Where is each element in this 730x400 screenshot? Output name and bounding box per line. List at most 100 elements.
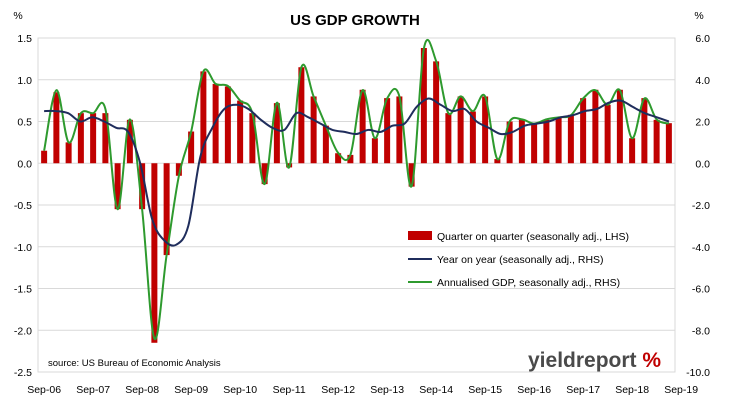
qoq-bar [629,138,636,164]
brand-logo: yieldreport % [528,349,661,372]
qoq-bar [616,89,623,164]
x-tick-label: Sep-16 [517,384,551,396]
qoq-bar [298,67,305,164]
qoq-bar [200,71,207,164]
qoq-bar [151,163,158,343]
gridlines [37,37,676,373]
qoq-bar [543,119,550,164]
qoq-bar [592,89,599,164]
x-tick-label: Sep-17 [566,384,600,396]
qoq-bar [653,119,660,164]
left-axis-unit: % [13,10,22,22]
qoq-bar [41,150,48,164]
left-tick-label: -2.5 [14,367,32,379]
qoq-bar [359,89,366,164]
qoq-bar [494,159,501,164]
qoq-bar [261,163,268,185]
x-tick-label: Sep-13 [370,384,404,396]
qoq-bar [77,113,84,164]
legend-label-annualised: Annualised GDP, seasonally adj., RHS) [437,277,620,289]
left-tick-label: 1.0 [17,75,32,87]
qoq-bar [384,98,391,164]
qoq-bar [114,163,121,210]
yoy-line [44,97,670,247]
x-tick-label: Sep-09 [174,384,208,396]
legend-label-yoy: Year on year (seasonally adj., RHS) [437,254,604,266]
qoq-bar [518,119,525,164]
qoq-bar [408,163,415,187]
x-tick-label: Sep-19 [664,384,698,396]
axes: 1.5 6.0 1.0 4.0 0.5 2.0 0.0 0.0 -0.5 -2.0 -1.0 -4.0… [14,33,710,396]
qoq-bar [322,125,329,164]
x-tick-label: Sep-14 [419,384,453,396]
right-tick-label: -6.0 [692,284,710,296]
right-tick-label: 2.0 [695,117,710,129]
legend: Quarter on quarter (seasonally adj., LHS… [408,231,629,289]
qoq-bar [273,103,280,164]
annualised-gdp-line [43,39,670,341]
qoq-bar [371,138,378,164]
qoq-bar [188,131,195,164]
right-axis-unit: % [694,10,703,22]
qoq-bar [237,100,244,164]
left-tick-label: -1.5 [14,284,32,296]
x-tick-label: Sep-15 [468,384,502,396]
series-lines [43,39,670,341]
source-note: source: US Bureau of Economic Analysis [48,358,221,369]
qoq-bar [420,48,427,164]
qoq-bar [396,96,403,164]
x-tick-label: Sep-12 [321,384,355,396]
qoq-bar [482,96,489,164]
qoq-bar [433,61,440,164]
qoq-bar [126,119,133,164]
right-tick-label: 0.0 [695,158,710,170]
qoq-bar [567,114,574,164]
qoq-bar [102,113,109,164]
legend-swatch-qoq [408,231,432,240]
qoq-bar [335,153,342,164]
x-tick-label: Sep-07 [76,384,110,396]
qoq-bar [53,92,60,164]
qoq-bar [249,113,256,164]
right-tick-label: -4.0 [692,242,710,254]
left-tick-label: 0.0 [17,158,32,170]
qoq-bar [65,142,72,164]
qoq-bar [641,98,648,164]
qoq-bar [90,113,97,164]
left-tick-label: 0.5 [17,117,32,129]
right-tick-label: 4.0 [695,75,710,87]
right-tick-label: -8.0 [692,325,710,337]
left-tick-label: 1.5 [17,33,32,45]
qoq-bar [347,154,354,164]
qoq-bar [506,121,513,164]
qoq-bar [445,113,452,164]
qoq-bar [224,86,231,164]
x-tick-label: Sep-08 [125,384,159,396]
qoq-bar [665,123,672,164]
right-tick-label: 6.0 [695,33,710,45]
qoq-bar [580,98,587,164]
chart-title: US GDP GROWTH [290,12,420,29]
right-tick-label: -2.0 [692,200,710,212]
x-tick-label: Sep-10 [223,384,257,396]
legend-label-qoq: Quarter on quarter (seasonally adj., LHS… [437,231,629,243]
left-tick-label: -0.5 [14,200,32,212]
qoq-bar [310,96,317,164]
qoq-bar [531,123,538,164]
x-tick-label: Sep-11 [273,384,306,396]
x-tick-label: Sep-18 [615,384,649,396]
qoq-bar [163,163,170,256]
x-tick-label: Sep-06 [27,384,61,396]
qoq-bar [212,83,219,164]
qoq-bar [469,111,476,164]
right-tick-label: -10.0 [686,367,710,379]
qoq-bars [41,48,672,343]
qoq-bar [555,117,562,164]
left-tick-label: -2.0 [14,325,32,337]
qoq-bar [457,96,464,164]
qoq-bar [604,104,611,164]
qoq-bar [175,163,182,176]
qoq-bar [139,163,146,210]
left-tick-label: -1.0 [14,242,32,254]
